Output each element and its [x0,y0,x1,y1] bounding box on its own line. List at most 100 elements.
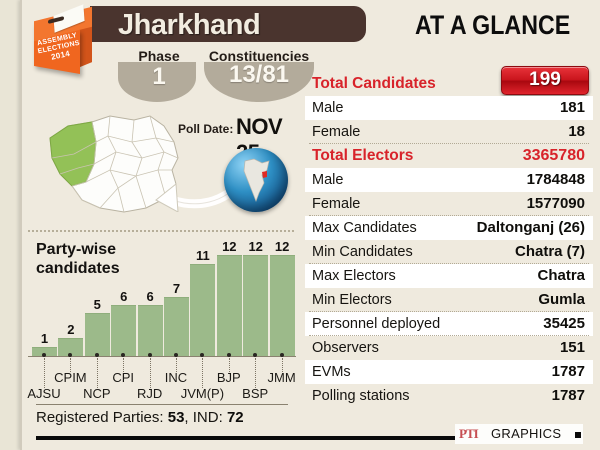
axis-tick-stem [70,358,72,372]
chart-bars: 1 2 5 6 6 7 11 12 12 12 [28,236,296,356]
bar-jmm [269,255,295,356]
stat-value: Gumla [538,291,585,308]
bar-ncp [84,313,110,356]
table-row: Polling stations 1787 [305,384,593,408]
bar-value-bsp: 12 [248,239,263,254]
globe-icon [224,148,288,212]
table-row: Total Candidates 199 [305,66,593,96]
category-label-cpim: CPIM [54,370,87,385]
registered-value: 53 [167,409,185,426]
jharkhand-map [38,112,198,218]
ind-prefix: , IND: [184,409,227,426]
stat-value: 1787 [551,387,585,404]
stat-label: Polling stations [312,388,410,404]
stat-value: 181 [559,99,585,116]
stat-label: Total Electors [312,147,414,164]
category-label-jvmp: JVM(P) [180,386,225,401]
graphics-label: GRAPHICS [491,426,562,441]
poll-date-label: Poll Date: [178,122,234,136]
category-label-rjd: RJD [136,386,163,401]
axis-tick-dot [94,353,99,357]
stat-value: 3365780 [522,147,585,164]
axis-tick-dot [279,353,284,357]
category-label-bjp: BJP [216,370,241,385]
table-row: Male 181 [305,96,593,120]
title-bar: Jharkhand [90,6,366,42]
axis-tick-stem [255,358,257,388]
credit-logo: PTI GRAPHICS [455,424,583,444]
stat-label: Max Candidates [312,220,417,236]
table-row: Total Electors 3365780 [305,144,593,168]
registered-prefix: Registered Parties: [36,409,168,426]
axis-tick-stem [123,358,125,372]
category-label-bsp: BSP [242,386,269,401]
axis-tick-dot [68,353,73,357]
axis-tick-stem [281,358,283,372]
stat-label: Min Electors [312,292,392,308]
stat-value: 35425 [543,315,585,332]
chart-divider [28,230,294,232]
axis-tick-dot [226,353,231,357]
table-row: Female 18 [305,120,593,144]
bar-value-jmm: 12 [274,239,290,254]
category-label-ajsu: AJSU [27,386,61,401]
bar-value-ajsu: 1 [40,331,49,346]
category-label-cpi: CPI [112,370,135,385]
axis-tick-dot [174,353,178,357]
bar-value-bjp: 12 [222,239,237,254]
bar-value-ncp: 5 [93,297,101,312]
table-row: Min Electors Gumla [305,288,593,312]
bar-jvmp [190,264,216,356]
constituencies-value: 13/81 [228,61,290,88]
bar-ajsu [32,347,57,356]
bar-cpi [111,305,137,356]
category-label-ncp: NCP [83,386,111,401]
registered-parties-note: Registered Parties: 53, IND: 72 [36,409,292,427]
footer-rule [36,436,492,440]
phase-label: Phase [138,48,180,64]
footnote-rule [36,404,288,405]
table-row: Observers 151 [305,336,593,360]
axis-tick-dot [253,353,258,357]
stat-value: Daltonganj (26) [476,219,585,236]
chart-axis [28,356,296,357]
chart-title: Party-wise candidates [36,241,120,277]
stat-value: 1784848 [526,171,585,188]
section-title: AT A GLANCE [415,10,571,40]
bar-value-rjd: 6 [146,289,154,304]
stat-value: Chatra (7) [514,243,585,260]
axis-tick-stem [149,358,151,388]
bar-value-jvmp: 11 [196,248,210,263]
table-row: Max Electors Chatra [305,264,593,288]
stat-label: Male [312,172,344,188]
credit-square-icon [575,432,581,438]
stat-value: Chatra [537,267,585,284]
table-row: EVMs 1787 [305,360,593,384]
stat-label: Personnel deployed [312,316,441,332]
bar-inc [164,297,189,356]
bar-cpim [58,338,84,356]
phase-disc [118,62,196,102]
axis-tick-dot [121,353,126,357]
stat-value: 199 [529,69,561,90]
stat-label: Min Candidates [312,244,413,260]
ind-value: 72 [226,409,244,426]
table-row: Max Candidates Daltonganj (26) [305,216,593,240]
total-candidates-badge: 199 [501,66,589,95]
axis-tick-dot [42,353,46,357]
stat-label: Female [312,124,361,140]
table-row: Male 1784848 [305,168,593,192]
bar-bsp [243,255,269,356]
table-row: Female 1577090 [305,192,593,216]
axis-tick-stem [228,358,230,372]
table-row: Personnel deployed 35425 [305,312,593,336]
pti-logo-text: PTI [459,426,479,441]
stat-value: 1787 [551,363,585,380]
axis-tick-dot [147,353,152,357]
axis-tick-stem [176,358,177,372]
bar-rjd [137,305,163,356]
phase-value: 1 [152,63,166,90]
party-wise-chart: Party-wise candidates 1 2 5 6 6 7 11 12 12 12 [28,236,296,356]
axis-tick-dot [200,353,205,357]
